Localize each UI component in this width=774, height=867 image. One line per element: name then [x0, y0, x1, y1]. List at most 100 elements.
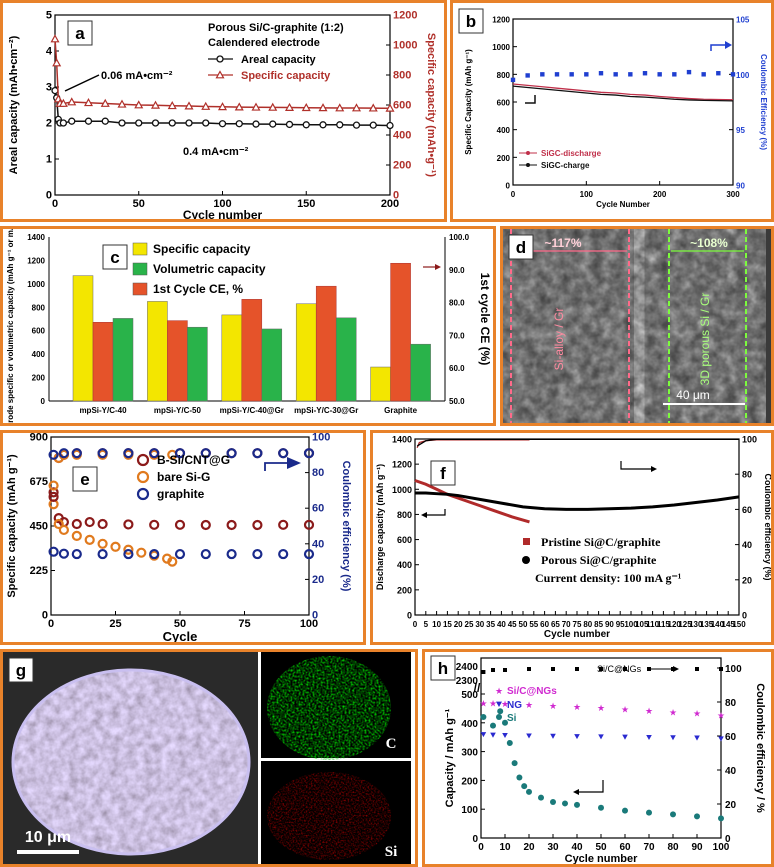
- x-tick-label: Graphite: [384, 406, 417, 415]
- data-point: [701, 72, 706, 77]
- data-point: [284, 102, 295, 111]
- data-point: [497, 708, 504, 715]
- y-tick-label: 200: [497, 154, 511, 163]
- y2-axis-label: Coulombic efficiency / %: [754, 683, 766, 813]
- electrode-label: Si-alloy / Gr: [552, 308, 566, 371]
- data-point: [200, 448, 211, 459]
- y-tick-label: 0: [407, 611, 412, 621]
- data-point: [226, 519, 237, 531]
- y2-tick-label: 400: [393, 130, 411, 142]
- y-tick-label: 675: [30, 476, 48, 488]
- y-tick-label: 600: [497, 99, 511, 108]
- eds-map-c: [267, 656, 391, 758]
- annotation: 0.06 mA•cm⁻²: [101, 70, 173, 82]
- x-tick-label: 0: [478, 842, 484, 853]
- panel-label-box: [458, 8, 484, 34]
- bar-specific: [370, 366, 391, 402]
- legend-swatch: [132, 262, 148, 276]
- x-tick-label: 20: [523, 842, 535, 853]
- data-point: ★: [621, 704, 629, 714]
- bar-ce: [390, 262, 411, 402]
- y-tick-label: 225: [30, 565, 48, 577]
- legend-label: NG: [507, 700, 522, 711]
- y2-tick-label: 1000: [393, 40, 417, 52]
- arrow-head: [435, 264, 441, 270]
- x-tick-label: 100: [713, 842, 730, 853]
- panel-label-box: [72, 466, 98, 492]
- data-point: [53, 518, 64, 530]
- x-tick-label: 300: [726, 190, 740, 199]
- y2-tick-label: 200: [393, 160, 411, 172]
- legend-title: Porous Si/C-graphite (1:2): [208, 22, 344, 34]
- data-point: [694, 735, 700, 741]
- panel-label: b: [466, 12, 476, 31]
- x-tick-label: 0: [52, 198, 58, 210]
- data-point: [71, 530, 82, 541]
- data-point: [167, 556, 178, 567]
- data-point: [481, 670, 486, 674]
- y-axis-label: Specific capacity (mAh g⁻¹): [6, 454, 18, 598]
- y2-tick-label: 100: [725, 664, 742, 675]
- data-point: [269, 120, 277, 128]
- legend-label: SiGC-discharge: [541, 149, 602, 158]
- x-tick-label: 150: [297, 198, 315, 210]
- bar-specific: [72, 275, 94, 402]
- legend-marker: [216, 55, 224, 63]
- bar-volumetric: [187, 326, 208, 402]
- y-axis-label: Areal capacity (mAh•cm⁻²): [8, 35, 20, 174]
- x-tick-label: mpSi-Y/C-40@Gr: [220, 406, 284, 415]
- data-point: [83, 98, 94, 107]
- y2-axis-label: Specific capacity (mAh•g⁻¹): [425, 33, 437, 177]
- data-point: [694, 813, 700, 820]
- data-point: ★: [645, 706, 653, 716]
- data-point: [490, 722, 496, 729]
- panel-label: d: [516, 238, 526, 257]
- data-point: ★: [717, 711, 725, 721]
- data-point: [97, 538, 108, 549]
- bar-ce: [167, 320, 188, 402]
- data-point: ★: [549, 701, 557, 711]
- y2-tick-label: 20: [725, 800, 737, 811]
- data-point: [202, 119, 210, 127]
- x-tick-label: 85: [594, 620, 603, 629]
- y-tick-label: 200: [461, 776, 478, 787]
- data-point: [511, 760, 518, 767]
- data-point: [584, 72, 589, 77]
- y2-axis-label: 1st cycle CE (%): [478, 273, 492, 366]
- data-point: [218, 120, 227, 128]
- expansion-label: ~117%: [544, 236, 581, 250]
- data-point: [118, 119, 126, 127]
- bar-volumetric: [335, 317, 357, 402]
- y-tick-label: 1200: [492, 16, 510, 25]
- bar-ce: [315, 285, 337, 402]
- x-axis-label: Cycle Number: [596, 200, 650, 209]
- data-point: [368, 103, 378, 112]
- y-tick-label: 0: [46, 190, 52, 202]
- legend-label: bare Si-G: [157, 470, 210, 484]
- data-point: [510, 77, 516, 83]
- data-point: [58, 524, 70, 536]
- x-axis-label: Cycle: [163, 629, 198, 642]
- data-point: [318, 103, 328, 112]
- y-tick-label: 400: [497, 126, 511, 135]
- x-tick-label: 125: [678, 620, 692, 629]
- x-tick-label: 75: [238, 618, 250, 630]
- data-point: [174, 448, 186, 459]
- data-point: [97, 548, 108, 560]
- data-point: [303, 548, 315, 560]
- data-point: [149, 448, 160, 459]
- data-point: [598, 71, 604, 76]
- data-point: [123, 448, 134, 459]
- x-tick-label: 110: [646, 620, 659, 629]
- data-point: [252, 120, 260, 128]
- data-point: [525, 73, 530, 78]
- sem-image-g: C Si 10 μm g: [3, 652, 411, 864]
- data-point: [110, 541, 121, 552]
- x-tick-label: 100: [300, 618, 318, 630]
- x-tick-label: 135: [700, 620, 714, 629]
- panel-label: f: [440, 464, 446, 483]
- series-line-pristine-si-c-graphite: [414, 479, 530, 524]
- data-point: [84, 117, 93, 125]
- data-point: [622, 807, 628, 814]
